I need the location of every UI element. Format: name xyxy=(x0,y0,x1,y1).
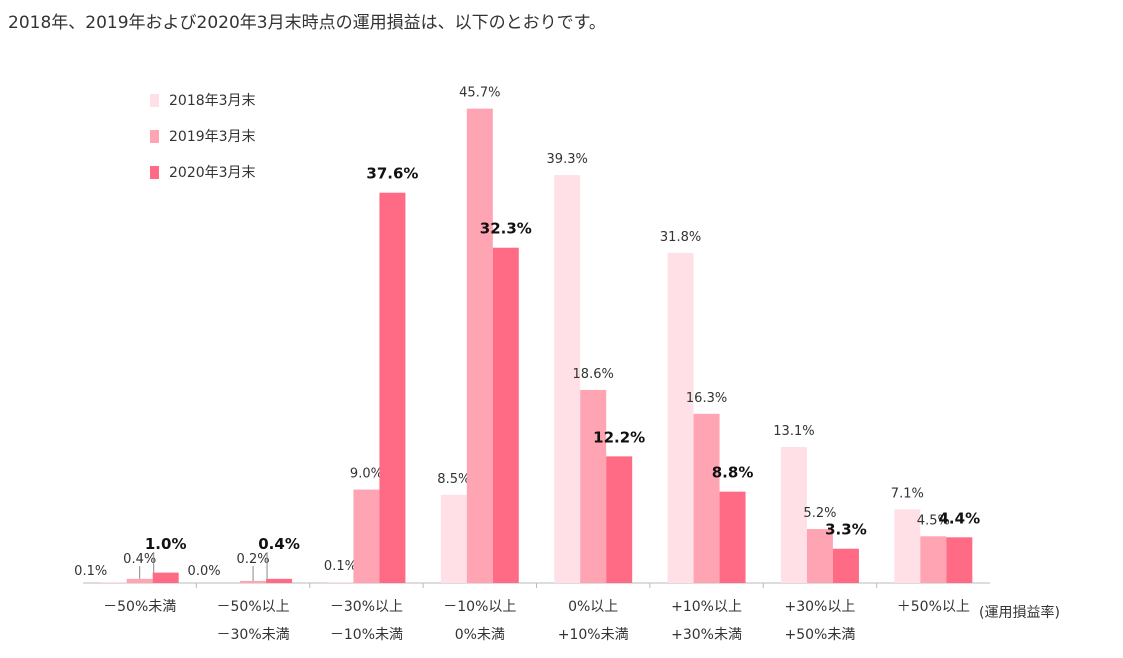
value-label-series-0-cat-7: 7.1% xyxy=(891,486,924,501)
value-label-series-0-cat-0: 0.1% xyxy=(74,564,107,579)
x-tick-label-0-line-0: －50%未満 xyxy=(103,599,176,615)
value-label-series-0-cat-1: 0.0% xyxy=(188,564,221,579)
x-tick-label-5-line-1: +30%未満 xyxy=(671,627,742,643)
bar-series-0-cat-4 xyxy=(554,175,581,584)
bar-series-1-cat-3 xyxy=(466,108,493,583)
bar-series-1-cat-0 xyxy=(126,578,153,583)
value-label-series-1-cat-1: 0.2% xyxy=(237,552,270,567)
bar-series-2-cat-2 xyxy=(379,192,406,583)
bar-series-2-cat-7 xyxy=(946,537,973,583)
value-label-series-1-cat-7: 4.5% xyxy=(917,513,950,528)
bar-series-0-cat-5 xyxy=(667,252,694,583)
bar-series-0-cat-0 xyxy=(100,581,127,583)
bar-series-1-cat-5 xyxy=(693,413,720,583)
legend-swatch-2020 xyxy=(150,165,159,179)
bar-series-1-cat-1 xyxy=(240,580,267,583)
legend-label-2018: 2018年3月末 xyxy=(169,93,256,109)
value-label-series-2-cat-2: 37.6% xyxy=(366,165,418,183)
legend-swatch-2019 xyxy=(150,129,159,143)
value-label-series-0-cat-2: 0.1% xyxy=(324,559,357,574)
value-label-series-0-cat-4: 39.3% xyxy=(547,152,588,167)
value-label-series-2-cat-4: 12.2% xyxy=(593,428,645,446)
value-label-series-2-cat-7: 4.4% xyxy=(939,509,981,527)
value-label-series-1-cat-3: 45.7% xyxy=(459,86,500,101)
value-label-series-1-cat-6: 5.2% xyxy=(803,506,836,521)
legend-item-2020: 2020年3月末 xyxy=(150,154,256,190)
legend-item-2018: 2018年3月末 xyxy=(150,82,256,118)
value-label-series-0-cat-3: 8.5% xyxy=(437,472,470,487)
value-label-series-2-cat-5: 8.8% xyxy=(712,464,754,482)
bar-chart: 0.1%0.4%1.0%－50%未満0.0%0.2%0.4%－50%以上－30%… xyxy=(74,86,990,643)
bar-series-2-cat-4 xyxy=(606,456,633,583)
bar-series-1-cat-6 xyxy=(806,529,833,583)
x-axis-unit-label: (運用損益率) xyxy=(979,605,1060,621)
value-label-series-0-cat-6: 13.1% xyxy=(773,424,814,439)
x-tick-label-2-line-1: －10%未満 xyxy=(330,627,403,643)
x-tick-label-4-line-1: +10%未満 xyxy=(558,627,629,643)
bar-series-2-cat-3 xyxy=(492,247,519,583)
legend-label-2020: 2020年3月末 xyxy=(169,165,256,181)
page-heading: 2018年、2019年および2020年3月末時点の運用損益は、以下のとおりです。 xyxy=(8,13,606,33)
bar-series-0-cat-2 xyxy=(327,581,354,583)
bar-series-2-cat-0 xyxy=(152,572,179,583)
x-tick-label-1-line-1: －30%未満 xyxy=(217,627,290,643)
bar-series-0-cat-6 xyxy=(780,447,807,583)
x-tick-label-5-line-0: +10%以上 xyxy=(671,599,742,615)
x-tick-label-3-line-0: －10%以上 xyxy=(443,599,516,615)
value-label-series-0-cat-5: 31.8% xyxy=(660,230,701,245)
x-tick-label-6-line-1: +50%未満 xyxy=(785,627,856,643)
legend-item-2019: 2019年3月末 xyxy=(150,118,256,154)
chart-legend: 2018年3月末 2019年3月末 2020年3月末 xyxy=(150,82,256,190)
value-label-series-2-cat-0: 1.0% xyxy=(145,535,187,553)
value-label-series-2-cat-6: 3.3% xyxy=(825,521,867,539)
bar-series-1-cat-4 xyxy=(580,389,607,583)
bar-series-0-cat-7 xyxy=(894,509,921,583)
x-tick-label-2-line-0: －30%以上 xyxy=(330,599,403,615)
bar-series-2-cat-5 xyxy=(719,491,746,583)
x-tick-label-3-line-1: 0%未満 xyxy=(455,627,505,643)
legend-label-2019: 2019年3月末 xyxy=(169,129,256,145)
legend-swatch-2018 xyxy=(150,93,159,107)
value-label-series-1-cat-4: 18.6% xyxy=(573,367,614,382)
chart-panel: 0.1% 0.4% 1.0% －50%未満 0.0% 0.2% 0.4% －50%以上 －30%… xyxy=(68,40,1098,658)
bar-series-1-cat-2 xyxy=(353,489,380,583)
bar-series-2-cat-6 xyxy=(832,548,859,583)
x-tick-label-4-line-0: 0%以上 xyxy=(568,599,618,615)
value-label-series-2-cat-1: 0.4% xyxy=(258,535,300,553)
bar-series-0-cat-3 xyxy=(440,494,467,583)
value-label-series-1-cat-0: 0.4% xyxy=(123,552,156,567)
x-tick-label-6-line-0: +30%以上 xyxy=(785,599,856,615)
bar-series-1-cat-7 xyxy=(920,536,947,583)
value-label-series-1-cat-2: 9.0% xyxy=(350,467,383,482)
bar-series-2-cat-1 xyxy=(266,578,293,583)
value-label-series-2-cat-3: 32.3% xyxy=(480,220,532,238)
x-tick-label-1-line-0: －50%以上 xyxy=(217,599,290,615)
x-tick-label-7-line-0: ＋50%以上 xyxy=(897,599,970,615)
value-label-series-1-cat-5: 16.3% xyxy=(686,391,727,406)
